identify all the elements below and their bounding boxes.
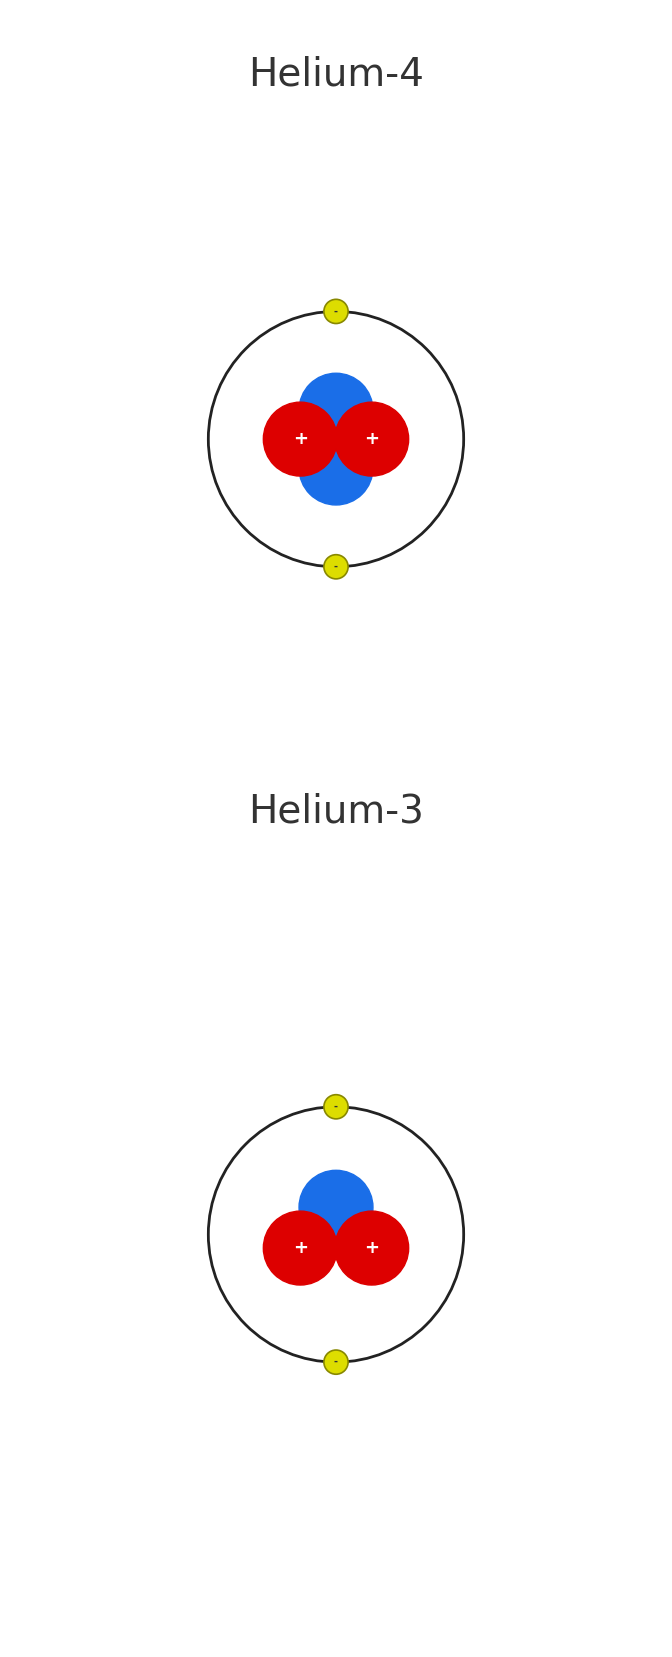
Text: -: - — [334, 1357, 338, 1367]
Text: +: + — [293, 1239, 308, 1258]
Circle shape — [299, 1170, 373, 1244]
Text: -: - — [334, 1102, 338, 1112]
Circle shape — [263, 1211, 337, 1286]
Text: Helium-4: Helium-4 — [248, 56, 424, 93]
Text: +: + — [364, 431, 379, 447]
Text: +: + — [364, 1239, 379, 1258]
Circle shape — [324, 300, 348, 323]
Circle shape — [335, 1211, 409, 1286]
Circle shape — [335, 403, 409, 476]
Text: -: - — [334, 307, 338, 316]
Circle shape — [324, 1350, 348, 1374]
Circle shape — [299, 431, 373, 505]
Text: -: - — [334, 562, 338, 572]
Text: +: + — [293, 431, 308, 447]
Text: Helium-3: Helium-3 — [248, 794, 424, 830]
Circle shape — [299, 373, 373, 447]
Circle shape — [324, 1095, 348, 1118]
Circle shape — [324, 555, 348, 578]
Circle shape — [263, 403, 337, 476]
